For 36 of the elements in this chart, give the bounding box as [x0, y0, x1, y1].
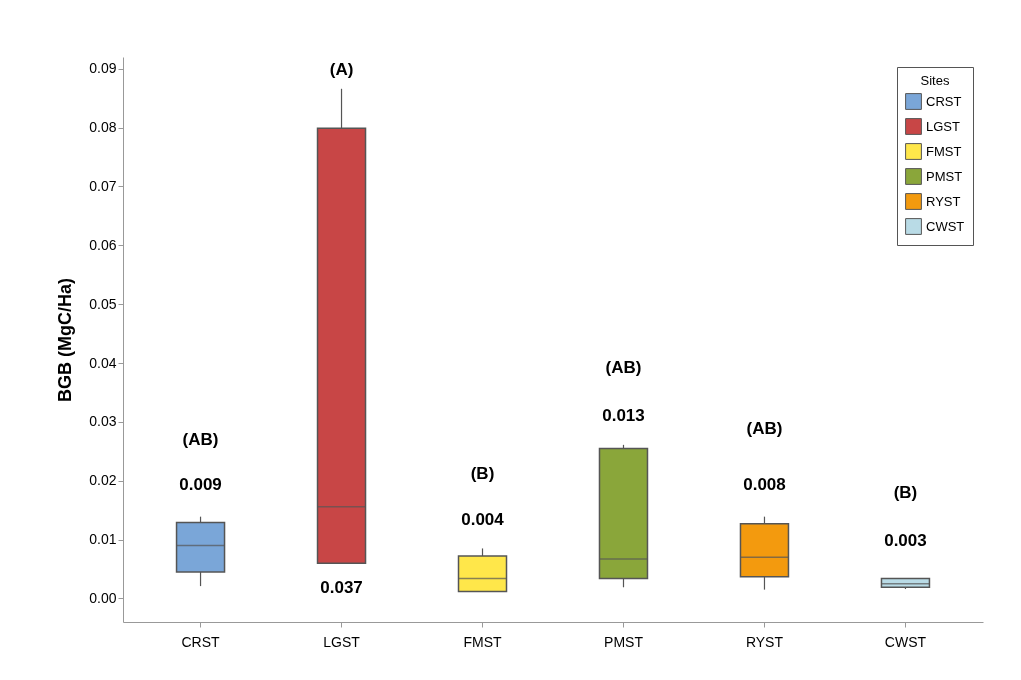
x-tick-label: FMST: [463, 633, 503, 650]
annotation: (B): [893, 483, 918, 502]
y-tick-label: 0.01: [89, 531, 117, 548]
y-tick-label: 0.06: [89, 236, 117, 253]
y-tick-label: 0.02: [89, 472, 117, 489]
annotation: 0.013: [602, 406, 645, 425]
legend-label: CWST: [926, 218, 965, 234]
legend-label: CRST: [926, 93, 962, 109]
x-tick-label: CWST: [884, 633, 927, 650]
annotation: 0.008: [743, 475, 786, 494]
x-tick-label: CRST: [181, 633, 221, 650]
y-axis-title: BGB (MgC/Ha): [55, 278, 76, 402]
legend-title: Sites: [920, 73, 950, 88]
y-tick-label: 0.04: [89, 354, 117, 371]
x-tick-label: PMST: [604, 633, 644, 650]
annotation: (A): [329, 60, 354, 79]
y-tick-label: 0.03: [89, 413, 117, 430]
y-tick-label: 0.07: [89, 177, 117, 194]
annotation: (AB): [182, 430, 219, 449]
annotation: 0.003: [884, 531, 927, 550]
y-tick-label: 0.09: [89, 60, 117, 77]
annotation: (AB): [605, 358, 642, 377]
x-tick-label: LGST: [323, 633, 361, 650]
y-tick-label: 0.00: [89, 589, 117, 606]
legend-label: RYST: [926, 193, 961, 209]
legend-label: FMST: [926, 143, 962, 159]
y-tick-label: 0.08: [89, 119, 117, 136]
x-tick-label: RYST: [745, 633, 784, 650]
annotation: (AB): [746, 419, 783, 438]
annotation: 0.037: [320, 578, 363, 597]
legend-label: PMST: [926, 168, 963, 184]
y-tick-label: 0.05: [89, 295, 117, 312]
annotation: 0.004: [461, 510, 505, 529]
annotation: 0.009: [179, 475, 222, 494]
annotation: (B): [470, 464, 495, 483]
legend-label: LGST: [926, 118, 961, 134]
